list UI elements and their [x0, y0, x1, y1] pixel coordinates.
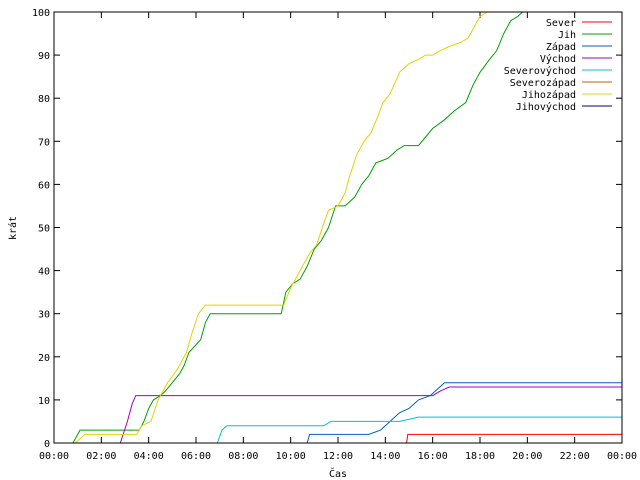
legend-label: Sever [546, 18, 576, 29]
x-tick-label: 10:00 [276, 451, 306, 462]
plot-frame [53, 11, 623, 444]
x-tick-label: 16:00 [418, 451, 448, 462]
legend-label: Jihozápad [522, 89, 576, 101]
legend-label: Jih [558, 30, 576, 41]
y-tick-label: 0 [44, 439, 50, 450]
series-line-západ [54, 382, 622, 444]
x-tick-label: 04:00 [134, 451, 164, 462]
y-tick-label: 80 [38, 94, 50, 105]
legend: SeverJihZápadVýchodSeverovýchodSeverozáp… [504, 18, 612, 113]
y-axis-label: krát [7, 216, 19, 240]
y-tick-label: 40 [38, 267, 50, 278]
legend-label: Severovýchod [504, 65, 576, 77]
legend-label: Východ [540, 53, 576, 65]
x-axis-label: Čas [329, 467, 347, 480]
series-line-severovýchod [54, 416, 622, 444]
y-tick-label: 20 [38, 353, 50, 364]
x-tick-label: 02:00 [86, 451, 116, 462]
x-tick-label: 14:00 [370, 451, 400, 462]
y-tick-label: 90 [38, 51, 50, 62]
legend-label: Jihovýchod [516, 101, 576, 113]
x-tick-label: 12:00 [323, 451, 353, 462]
y-tick-label: 60 [38, 180, 50, 191]
axis-ticks: 0 10 20 30 40 50 60 70 80 90 100 00:00 02:00 04:00 06:… [32, 8, 637, 462]
x-tick-label: 06:00 [181, 451, 211, 462]
x-tick-label: 20:00 [512, 451, 542, 462]
y-tick-label: 70 [38, 137, 50, 148]
x-tick-label: 08:00 [228, 451, 258, 462]
x-tick-label: 18:00 [465, 451, 495, 462]
series-line-východ [54, 386, 622, 444]
x-tick-label: 22:00 [560, 451, 590, 462]
y-tick-label: 100 [32, 8, 50, 19]
y-tick-label: 30 [38, 310, 50, 321]
y-tick-label: 50 [38, 224, 50, 235]
legend-label: Západ [546, 41, 576, 53]
legend-label: Severozápad [510, 77, 576, 89]
series-line-jihozápad [54, 11, 622, 444]
y-tick-label: 10 [38, 396, 50, 407]
x-tick-label: 00:00 [607, 451, 637, 462]
x-tick-label: 00:00 [39, 451, 69, 462]
